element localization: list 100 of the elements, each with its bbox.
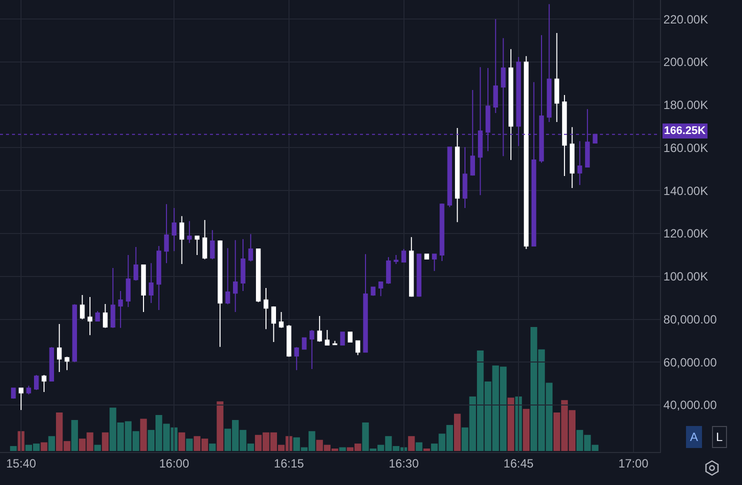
candlestick [64,356,70,371]
y-tick-label: 220.00K [663,12,708,26]
candlestick [554,32,560,123]
bar [216,401,224,451]
candlestick [409,236,414,298]
candlestick [278,311,284,328]
bar [40,442,48,451]
candlestick [454,128,460,223]
bar [522,408,530,451]
candlestick [440,202,444,262]
bar [48,436,56,451]
candlestick [88,296,92,336]
candlestick [324,329,330,346]
ref-line-label: 166.25K [664,125,706,137]
candlestick [248,234,254,262]
candlestick [134,246,138,282]
candlestick [264,287,268,330]
candlestick [416,253,422,298]
candlestick [294,346,299,371]
x-tick-label: 16:00 [159,456,190,470]
candlestick [202,220,208,260]
bar [454,414,461,451]
text: L [716,430,723,444]
candlestick [172,207,177,252]
y-tick-label: 140.00K [663,184,708,198]
candlestick [570,126,575,189]
bar [209,444,216,451]
candlestick [562,94,567,177]
y-tick-label: 200.00K [663,55,708,70]
candlestick [363,254,368,354]
candlestick [179,216,184,264]
text: A [690,430,698,444]
candlestick [164,204,169,264]
candlestick [80,294,85,320]
candlestick [340,331,345,346]
candlestick [462,146,468,208]
candlestick [56,323,62,373]
candlestick [577,140,582,186]
x-tick-label: 16:30 [388,456,420,470]
bar [178,432,186,451]
bar [94,444,101,451]
bar [416,442,422,451]
candlestick [118,290,123,328]
y-tick-label: 160.00K [663,140,708,155]
candlestick [210,230,215,260]
x-tick-label: 17:00 [618,456,649,470]
candlestick [401,248,406,263]
candlestick [355,340,360,356]
candlestick [317,316,322,342]
candlestick [256,248,261,303]
candlestick [72,304,77,363]
bar [339,447,346,451]
candlestick [370,286,376,296]
candlestick [95,310,100,322]
candlestick [348,331,353,342]
bar [10,446,17,451]
candlestick [18,387,24,410]
candlestick [232,240,238,312]
candlestick [394,254,398,264]
candlestick [102,304,108,328]
candlestick [26,385,32,395]
candlestick [156,245,162,311]
y-tick-label: 60,000.00 [663,355,718,370]
candlestick [386,256,391,284]
candlestick [110,268,116,328]
bar [186,438,193,451]
x-tick-label: 16:45 [504,456,534,470]
candlestick [240,238,246,292]
candlestick [187,220,192,244]
candlestick [546,4,552,123]
y-tick-label: 100.00K [663,270,708,284]
candlestick [332,340,338,346]
candlestick [141,264,146,312]
bar [102,432,109,451]
bar [408,436,415,451]
y-tick-label: 80,000.00 [663,312,718,326]
candlestick [126,254,131,308]
candlestick [194,235,200,256]
candlestick [11,387,16,400]
candlestick [286,324,292,358]
candlestick [42,374,46,392]
bar [508,398,514,451]
candlestick [271,306,276,342]
candlestick [378,281,384,297]
x-tick-label: 15:40 [6,456,36,470]
candlestick [524,56,529,250]
y-tick-label: 40,000.00 [663,398,718,412]
y-tick-label: 180.00K [663,98,708,112]
candlestick [225,248,230,305]
y-tick-label: 120.00K [663,226,708,241]
candlestick [34,374,39,391]
candlestick [424,253,430,260]
candlestick [493,18,498,114]
candlestick [508,48,514,160]
candlestick [447,146,452,208]
candlestick [49,346,54,382]
candlestick [302,337,307,350]
x-tick-label: 16:15 [274,456,304,470]
candlestick [148,262,154,304]
candlestick [310,329,314,370]
